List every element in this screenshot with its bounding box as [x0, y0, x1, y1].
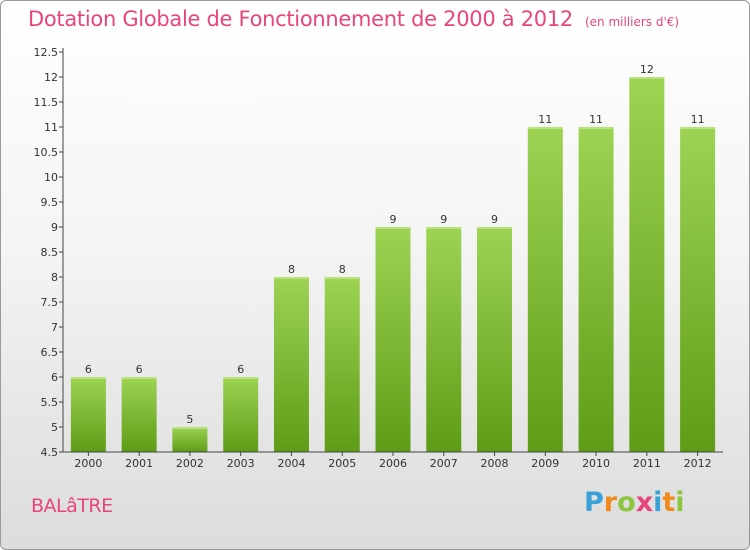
y-tick-label: 9.5: [41, 196, 59, 209]
y-tick-label: 5.5: [41, 396, 59, 409]
bar: [121, 377, 157, 452]
data-label: 6: [136, 363, 143, 376]
y-tick-label: 11.5: [34, 96, 59, 109]
x-tick-label: 2006: [379, 457, 407, 470]
y-tick-label: 7: [51, 321, 58, 334]
logo-letter: i: [653, 487, 663, 518]
bar: [578, 127, 614, 452]
logo-letter: i: [675, 487, 685, 518]
bar-highlight: [273, 277, 309, 279]
bar: [172, 427, 208, 452]
y-tick-label: 7.5: [41, 296, 59, 309]
y-tick-label: 11: [44, 121, 58, 134]
data-label: 12: [640, 63, 654, 76]
commune-name: BALâTRE: [31, 495, 113, 517]
data-label: 6: [85, 363, 92, 376]
y-tick-label: 6.5: [41, 346, 59, 359]
y-tick-label: 8.5: [41, 246, 59, 259]
x-tick-label: 2004: [277, 457, 305, 470]
x-tick-label: 2007: [430, 457, 458, 470]
bars-group: [70, 77, 716, 452]
x-tick-label: 2011: [633, 457, 661, 470]
data-label: 9: [440, 213, 447, 226]
bar: [527, 127, 563, 452]
x-tick-label: 2010: [582, 457, 610, 470]
data-label: 8: [339, 263, 346, 276]
logo-letter: r: [603, 487, 618, 518]
y-tick-label: 10: [44, 171, 58, 184]
chart-title: Dotation Globale de Fonctionnement de 20…: [28, 7, 573, 31]
x-tick-label: 2003: [227, 457, 255, 470]
x-tick-label: 2009: [531, 457, 559, 470]
bar: [680, 127, 716, 452]
bar-highlight: [578, 127, 614, 129]
bar-highlight: [223, 377, 259, 379]
bar: [426, 227, 462, 452]
bar-highlight: [680, 127, 716, 129]
data-label: 11: [691, 113, 705, 126]
data-label: 9: [491, 213, 498, 226]
bar: [70, 377, 106, 452]
y-tick-label: 12: [44, 71, 58, 84]
bar-highlight: [375, 227, 411, 229]
bar-highlight: [477, 227, 513, 229]
bar-highlight: [629, 77, 665, 79]
data-label: 5: [186, 413, 193, 426]
unit-label: (en milliers d'€): [584, 15, 680, 29]
y-tick-label: 8: [51, 271, 58, 284]
bar: [273, 277, 309, 452]
bar-highlight: [172, 427, 208, 429]
x-tick-label: 2001: [125, 457, 153, 470]
bar-highlight: [527, 127, 563, 129]
logo-letter: o: [617, 487, 636, 518]
x-tick-label: 2012: [684, 457, 712, 470]
logo-letter: t: [662, 487, 676, 518]
data-label: 11: [538, 113, 552, 126]
bar: [375, 227, 411, 452]
data-label: 11: [589, 113, 603, 126]
data-label: 6: [237, 363, 244, 376]
bar-highlight: [121, 377, 157, 379]
bar-highlight: [426, 227, 462, 229]
x-tick-label: 2008: [481, 457, 509, 470]
x-tick-label: 2000: [74, 457, 102, 470]
y-tick-label: 10.5: [34, 146, 59, 159]
bar: [324, 277, 360, 452]
bar: [629, 77, 665, 452]
y-tick-label: 12.5: [34, 46, 59, 59]
labels-group: 6 2000 6 2001 5 2002 6 2003 8 2004 8 2005 9 2006 9 2007…: [34, 46, 712, 470]
bar: [223, 377, 259, 452]
y-tick-label: 4.5: [41, 446, 59, 459]
data-label: 8: [288, 263, 295, 276]
x-tick-label: 2002: [176, 457, 204, 470]
axes-group: [59, 48, 723, 456]
y-tick-label: 6: [51, 371, 58, 384]
title-row: Dotation Globale de Fonctionnement de 20…: [28, 7, 679, 31]
bar-highlight: [70, 377, 106, 379]
y-tick-label: 5: [51, 421, 58, 434]
logo-letter: P: [584, 487, 604, 518]
bar-highlight: [324, 277, 360, 279]
data-label: 9: [390, 213, 397, 226]
bar: [477, 227, 513, 452]
logo-letter: x: [635, 487, 654, 518]
proxiti-logo: Proxiti: [584, 487, 685, 518]
y-tick-label: 9: [51, 221, 58, 234]
x-tick-label: 2005: [328, 457, 356, 470]
